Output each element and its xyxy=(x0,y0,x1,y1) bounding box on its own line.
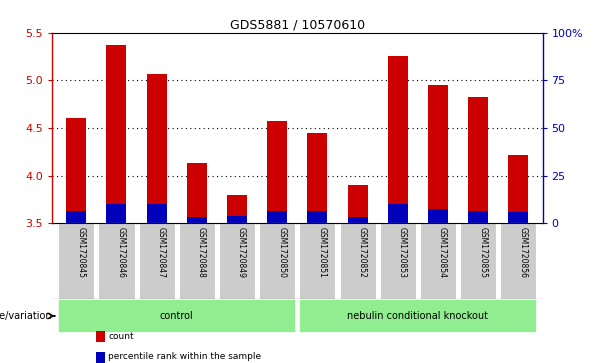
Bar xyxy=(500,223,536,299)
Bar xyxy=(388,57,408,223)
Bar xyxy=(58,223,94,299)
Bar xyxy=(139,223,175,299)
Bar xyxy=(187,163,207,223)
Text: GSM1720846: GSM1720846 xyxy=(116,227,126,278)
Bar xyxy=(66,118,86,223)
Bar xyxy=(147,204,167,223)
Bar xyxy=(307,211,327,223)
Bar xyxy=(58,299,295,333)
Bar xyxy=(468,211,488,223)
Bar xyxy=(379,223,416,299)
Bar xyxy=(348,217,368,223)
Text: GSM1720853: GSM1720853 xyxy=(398,227,407,278)
Bar xyxy=(227,216,247,223)
Bar xyxy=(267,211,287,223)
Text: GSM1720852: GSM1720852 xyxy=(357,227,367,278)
Bar xyxy=(348,185,368,223)
Bar xyxy=(299,299,536,333)
Bar xyxy=(508,155,528,223)
Bar xyxy=(107,204,126,223)
Bar xyxy=(428,209,448,223)
Bar xyxy=(267,121,287,223)
Bar xyxy=(307,133,327,223)
Text: percentile rank within the sample: percentile rank within the sample xyxy=(109,352,262,362)
Bar xyxy=(299,223,335,299)
Bar xyxy=(98,223,134,299)
Bar xyxy=(468,98,488,223)
Bar xyxy=(259,223,295,299)
Bar xyxy=(187,217,207,223)
Text: GSM1720849: GSM1720849 xyxy=(237,227,246,278)
Text: genotype/variation: genotype/variation xyxy=(0,311,52,321)
Bar xyxy=(96,331,105,342)
Bar xyxy=(227,195,247,223)
Bar xyxy=(428,85,448,223)
Bar xyxy=(96,352,105,363)
Title: GDS5881 / 10570610: GDS5881 / 10570610 xyxy=(230,19,365,32)
Text: GSM1720847: GSM1720847 xyxy=(156,227,166,278)
Text: GSM1720848: GSM1720848 xyxy=(197,227,206,278)
Bar xyxy=(460,223,497,299)
Text: nebulin conditional knockout: nebulin conditional knockout xyxy=(348,311,489,321)
Text: GSM1720851: GSM1720851 xyxy=(318,227,326,278)
Text: GSM1720850: GSM1720850 xyxy=(277,227,286,278)
Text: GSM1720856: GSM1720856 xyxy=(519,227,527,278)
Bar xyxy=(179,223,215,299)
Bar xyxy=(219,223,255,299)
Text: GSM1720855: GSM1720855 xyxy=(478,227,487,278)
Bar xyxy=(388,204,408,223)
Bar xyxy=(340,223,376,299)
Bar xyxy=(508,212,528,223)
Bar xyxy=(147,74,167,223)
Text: control: control xyxy=(160,311,194,321)
Bar xyxy=(66,211,86,223)
Text: count: count xyxy=(109,331,134,340)
Text: GSM1720845: GSM1720845 xyxy=(76,227,85,278)
Bar xyxy=(420,223,456,299)
Text: GSM1720854: GSM1720854 xyxy=(438,227,447,278)
Bar xyxy=(107,45,126,223)
